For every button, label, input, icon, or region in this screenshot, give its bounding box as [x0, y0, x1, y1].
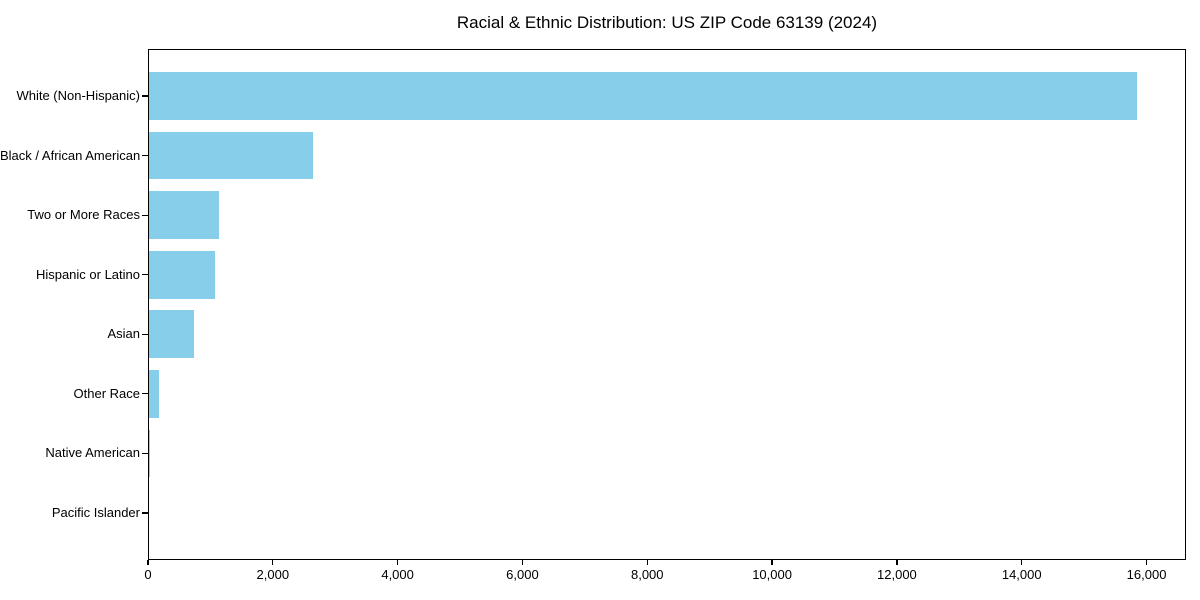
y-tick-mark	[141, 214, 148, 216]
plot-area	[148, 49, 1186, 560]
y-tick-label: Native American	[45, 445, 140, 461]
y-tick-label: Two or More Races	[27, 207, 140, 223]
x-tick-label: 16,000	[1126, 567, 1167, 582]
x-tick-label: 4,000	[381, 567, 414, 582]
y-tick-label: Pacific Islander	[51, 504, 140, 520]
y-tick-mark	[141, 95, 148, 97]
x-tick-label: 14,000	[1001, 567, 1042, 582]
y-tick-mark	[141, 154, 148, 157]
x-tick-mark	[771, 560, 773, 565]
bar	[149, 429, 151, 478]
x-tick-label: 6,000	[506, 567, 539, 582]
y-tick-mark	[141, 393, 148, 395]
bar	[149, 131, 314, 180]
x-tick-mark	[147, 560, 149, 565]
y-tick-label: Other Race	[73, 385, 140, 401]
bar	[149, 72, 1137, 120]
chart-title: Racial & Ethnic Distribution: US ZIP Cod…	[456, 13, 878, 32]
x-tick-mark	[896, 560, 898, 565]
x-tick-mark	[646, 560, 648, 565]
y-tick-label: Black / African American	[0, 147, 141, 163]
x-tick-mark	[521, 560, 524, 565]
bar	[149, 310, 194, 359]
x-tick-label: 10,000	[752, 567, 792, 582]
bar	[149, 191, 219, 239]
y-tick-mark	[141, 512, 148, 514]
x-tick-label: 0	[144, 567, 152, 582]
x-tick-label: 8,000	[630, 567, 664, 582]
x-tick-label: 12,000	[877, 567, 917, 582]
x-tick-mark	[1021, 560, 1023, 565]
y-tick-label: Hispanic or Latino	[35, 266, 140, 282]
x-tick-mark	[396, 560, 399, 565]
y-tick-mark	[141, 452, 148, 455]
y-tick-mark	[141, 333, 148, 335]
y-tick-label: White (Non-Hispanic)	[16, 88, 140, 104]
y-tick-label: Asian	[107, 326, 140, 342]
x-tick-label: 2,000	[256, 567, 290, 582]
y-tick-mark	[141, 274, 148, 276]
bar	[149, 370, 159, 418]
x-tick-mark	[1145, 560, 1148, 565]
x-tick-mark	[272, 560, 274, 565]
bar	[149, 250, 216, 299]
